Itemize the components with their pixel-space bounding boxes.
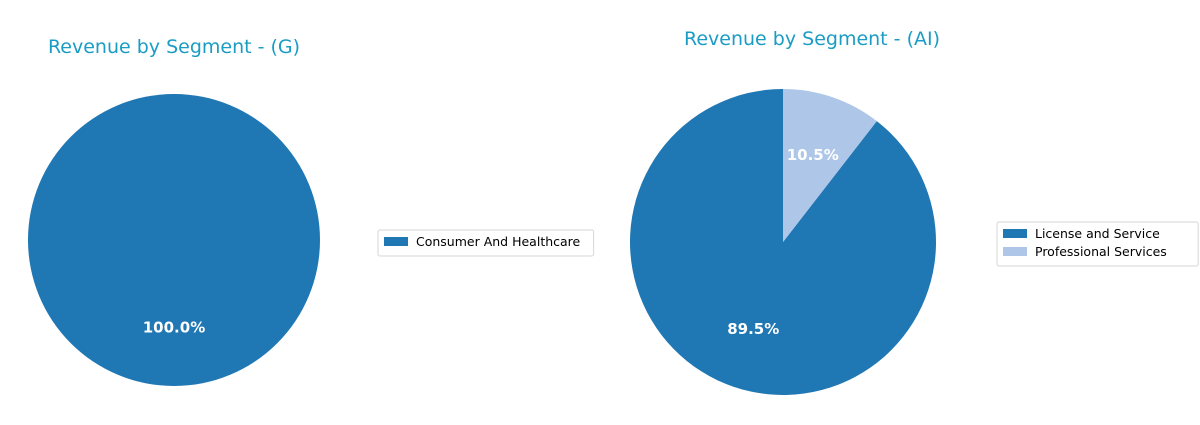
legend-ai: License and Service Professional Services	[996, 221, 1199, 267]
legend-label: License and Service	[1035, 226, 1160, 241]
chart-title-g: Revenue by Segment - (G)	[48, 36, 300, 58]
pie-slice-consumer-and-healthcare	[28, 94, 320, 386]
legend-label: Professional Services	[1035, 244, 1167, 259]
pie-slice-professional-services	[783, 89, 877, 242]
pie-data-label: 100.0%	[143, 319, 205, 337]
legend-swatch	[1003, 247, 1027, 256]
chart-title-ai: Revenue by Segment - (AI)	[684, 28, 940, 50]
pie-ai: 89.5% 10.5%	[630, 89, 937, 395]
legend-box	[996, 221, 1199, 267]
legend-g: Consumer And Healthcare	[377, 229, 595, 257]
legend-swatch	[384, 237, 408, 246]
pie-data-label: 89.5%	[727, 320, 779, 338]
pie-g: 100.0%	[28, 94, 320, 386]
legend-label: Consumer And Healthcare	[416, 234, 581, 249]
pie-data-label: 10.5%	[787, 146, 839, 164]
legend-box	[377, 229, 595, 257]
legend-swatch	[1003, 229, 1027, 238]
